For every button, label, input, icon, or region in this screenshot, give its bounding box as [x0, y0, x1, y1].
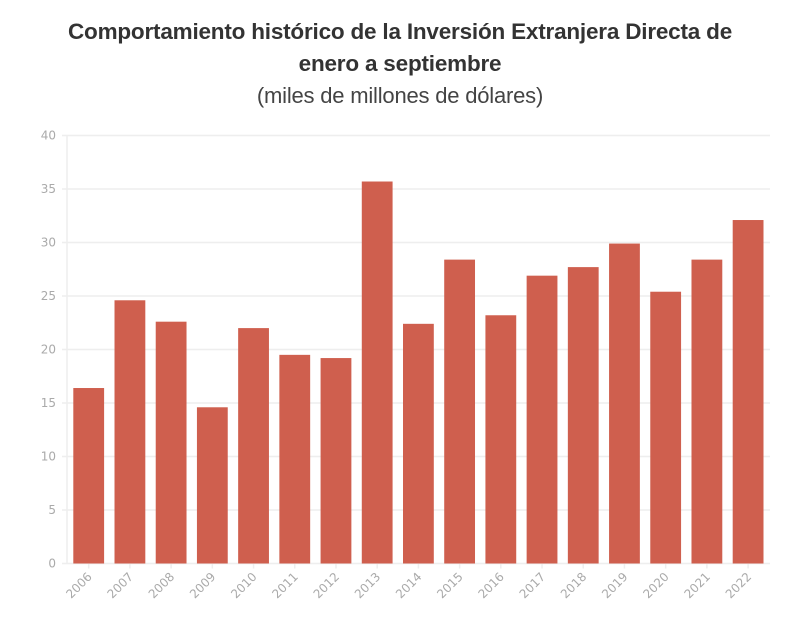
y-tick-label: 30 — [41, 236, 56, 250]
x-axis-ticks: 2006 2007 2008 2009 2010 2011 2012 2013 2014 2015… — [63, 563, 754, 601]
x-tick-label: 2022 — [723, 570, 754, 601]
y-tick-label: 25 — [41, 289, 56, 303]
bar-2008 — [155, 321, 187, 564]
x-tick-label: 2020 — [640, 570, 671, 601]
x-tick-label: 2010 — [228, 570, 259, 601]
bar-2021 — [691, 259, 723, 564]
bar-2017 — [526, 275, 558, 564]
bar-2015 — [444, 259, 476, 564]
x-tick-label: 2013 — [352, 570, 383, 601]
x-tick-label: 2007 — [105, 570, 136, 601]
x-tick-label: 2012 — [311, 570, 342, 601]
x-tick-label: 2018 — [558, 570, 589, 601]
x-tick-label: 2021 — [682, 570, 713, 601]
y-tick-label: 20 — [41, 343, 56, 357]
bar-2009 — [196, 407, 228, 564]
y-tick-label: 40 — [41, 129, 56, 143]
bar-2012 — [320, 358, 352, 564]
bar-2014 — [403, 323, 434, 564]
x-tick-label: 2006 — [63, 570, 94, 601]
y-axis-ticks: 0 5 10 15 20 25 30 35 40 — [41, 129, 56, 571]
y-tick-label: 5 — [48, 503, 56, 517]
bar-2011 — [279, 354, 311, 564]
y-tick-label: 15 — [41, 396, 56, 410]
bar-2010 — [238, 328, 269, 564]
x-tick-label: 2015 — [434, 570, 465, 601]
bar-2016 — [485, 315, 517, 564]
x-tick-label: 2011 — [269, 570, 300, 601]
bars — [73, 181, 764, 564]
x-tick-label: 2014 — [393, 570, 424, 601]
bar-2020 — [650, 291, 682, 564]
x-tick-label: 2016 — [475, 570, 506, 601]
chart-subtitle: (miles de millones de dólares) — [256, 83, 544, 108]
bar-2013 — [361, 181, 393, 564]
x-tick-label: 2019 — [599, 570, 630, 601]
x-tick-label: 2017 — [517, 570, 548, 601]
bar-2019 — [609, 243, 640, 564]
y-tick-label: 0 — [48, 557, 56, 571]
y-tick-label: 10 — [41, 450, 56, 464]
x-tick-label: 2009 — [187, 570, 218, 601]
x-tick-label: 2008 — [146, 570, 177, 601]
bar-2018 — [567, 267, 599, 564]
bar-2006 — [73, 388, 105, 564]
chart-title-block: Comportamiento histórico de la Inversión… — [0, 16, 800, 112]
bar-2022 — [732, 220, 764, 564]
chart-title-line-2: enero a septiembre — [298, 51, 502, 76]
bar-2007 — [114, 300, 146, 564]
chart-title-line-1: Comportamiento histórico de la Inversión… — [67, 19, 733, 44]
y-tick-label: 35 — [41, 182, 56, 196]
